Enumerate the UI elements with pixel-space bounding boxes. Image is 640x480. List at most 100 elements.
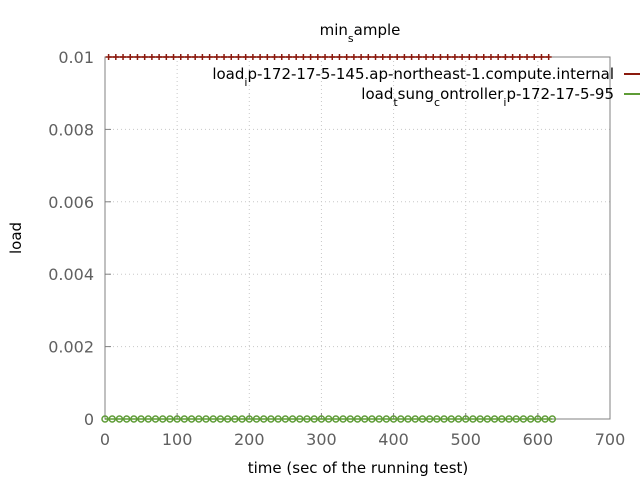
- data-point: [108, 415, 116, 423]
- data-point: [502, 54, 509, 60]
- data-point: [343, 54, 350, 60]
- data-point: [278, 54, 285, 60]
- y-tick-label: 0.008: [48, 120, 94, 139]
- data-point: [293, 54, 300, 60]
- data-point: [317, 415, 326, 423]
- data-point: [336, 54, 343, 60]
- data-point: [192, 54, 199, 60]
- data-point: [473, 54, 480, 60]
- data-point: [411, 415, 419, 423]
- data-point: [531, 54, 538, 60]
- data-point: [339, 415, 347, 423]
- data-point: [389, 415, 398, 423]
- data-point: [199, 54, 206, 60]
- y-tick-label: 0.004: [48, 265, 94, 284]
- data-point: [173, 415, 181, 423]
- data-point: [541, 415, 549, 423]
- data-point: [209, 415, 217, 423]
- data-point: [353, 415, 362, 423]
- data-point: [144, 415, 153, 423]
- data-point: [350, 54, 357, 60]
- data-point: [483, 415, 492, 423]
- data-point: [526, 415, 535, 423]
- data-point: [235, 54, 242, 60]
- data-point: [360, 415, 369, 423]
- data-point: [242, 54, 249, 60]
- series: [101, 54, 557, 423]
- x-tick-label: 0: [100, 430, 110, 449]
- y-tick-label: 0: [84, 410, 94, 429]
- data-point: [545, 54, 552, 60]
- series-1: [105, 54, 552, 60]
- data-point: [303, 415, 311, 423]
- data-point: [249, 54, 256, 60]
- data-point: [322, 54, 329, 60]
- data-point: [307, 54, 314, 60]
- data-point: [187, 415, 196, 423]
- data-point: [451, 54, 458, 60]
- data-point: [156, 54, 163, 60]
- data-point: [408, 54, 415, 60]
- data-point: [324, 415, 333, 423]
- data-point: [228, 54, 235, 60]
- data-point: [137, 415, 145, 423]
- data-point: [490, 415, 499, 423]
- data-point: [141, 54, 148, 60]
- chart-title: minsample: [320, 21, 401, 45]
- x-axis-label: time (sec of the running test): [248, 459, 469, 477]
- series-2: [101, 415, 557, 423]
- data-point: [130, 415, 138, 423]
- data-point: [112, 54, 119, 60]
- data-point: [433, 415, 441, 423]
- data-point: [382, 415, 391, 423]
- grid: [105, 57, 610, 419]
- data-point: [115, 415, 124, 423]
- data-point: [148, 54, 155, 60]
- data-point: [415, 54, 422, 60]
- data-point: [267, 415, 275, 423]
- data-point: [498, 415, 506, 423]
- legend: loadip-172-17-5-145.ap-northeast-1.compu…: [212, 65, 640, 109]
- data-point: [466, 54, 473, 60]
- data-point: [487, 54, 494, 60]
- data-point: [425, 415, 434, 423]
- data-point: [495, 54, 502, 60]
- data-point: [461, 415, 470, 423]
- data-point: [274, 415, 282, 423]
- data-point: [285, 54, 292, 60]
- data-point: [314, 54, 321, 60]
- y-tick-label: 0.002: [48, 338, 94, 357]
- data-point: [206, 54, 213, 60]
- data-point: [538, 54, 545, 60]
- data-point: [516, 54, 523, 60]
- data-point: [134, 54, 141, 60]
- data-point: [386, 54, 393, 60]
- data-point: [375, 415, 383, 423]
- data-point: [101, 415, 109, 423]
- data-point: [524, 54, 531, 60]
- data-point: [397, 415, 405, 423]
- data-point: [158, 415, 167, 423]
- x-tick-label: 500: [450, 430, 481, 449]
- data-point: [440, 415, 448, 423]
- data-point: [202, 415, 210, 423]
- data-point: [310, 415, 318, 423]
- x-tick-label: 600: [523, 430, 554, 449]
- data-point: [454, 415, 463, 423]
- data-point: [216, 415, 225, 423]
- data-point: [288, 415, 297, 423]
- data-point: [509, 54, 516, 60]
- data-point: [418, 415, 427, 423]
- data-point: [170, 54, 177, 60]
- data-point: [238, 415, 246, 423]
- data-point: [296, 415, 304, 423]
- data-point: [271, 54, 278, 60]
- legend-label: loadip-172-17-5-145.ap-northeast-1.compu…: [212, 65, 614, 89]
- data-point: [548, 415, 557, 423]
- data-point: [459, 54, 466, 60]
- plot-frame: [104, 56, 611, 420]
- data-point: [346, 415, 355, 423]
- data-point: [476, 415, 484, 423]
- data-point: [437, 54, 444, 60]
- y-tick-label: 0.01: [58, 48, 94, 67]
